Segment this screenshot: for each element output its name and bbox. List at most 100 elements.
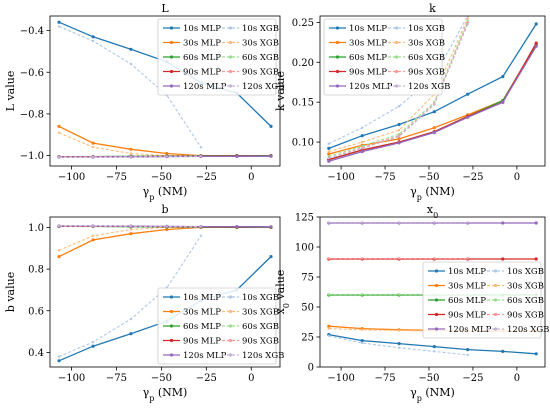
chart-title: k [429,2,436,15]
data-point [361,257,364,260]
legend-label: 10s XGB [507,267,544,277]
data-point [327,334,330,337]
plot-frame [319,216,546,368]
y-tick-label: −0.6 [20,68,44,79]
legend-label: 10s XGB [242,24,279,34]
x-axis-label: γp (NM) [410,386,455,403]
chart-panel-3: −100 −75 −50 −25 0 0.4 0.6 0.8 1.0 b b value γp (NM… [4,203,284,403]
y-tick-label: 0.20 [292,58,314,69]
data-point [57,224,61,228]
x-tick-label: −25 [462,172,483,183]
legend-marker [394,55,399,59]
legend-label: 90s MLP [183,337,221,347]
legend-label: 30s XGB [408,39,445,49]
data-point [129,47,133,51]
data-point [361,221,364,224]
data-point [327,324,331,328]
legend-label: 120s XGB [242,82,284,92]
legend-label: 120s MLP [448,325,492,335]
data-point [199,225,203,228]
y-tick-label: 0.6 [28,306,44,317]
plot-frame [319,15,546,167]
data-point [361,328,364,331]
legend-marker [169,295,174,299]
y-axis-label-main: k value [274,71,287,111]
chart-title-main: L [161,2,169,15]
data-point [361,126,364,129]
chart-title-main: k [429,2,436,15]
data-point [129,152,133,155]
data-point [432,345,436,349]
data-point [91,35,95,39]
data-point [165,227,169,232]
legend-marker [493,327,498,331]
legend-marker [228,55,233,59]
legend-label: 90s MLP [183,68,221,78]
x-axis-label-unit: (NM) [422,386,455,399]
legend-label: 120s XGB [408,82,450,92]
legend-marker [394,69,399,74]
legend-label: 10s MLP [183,293,221,303]
legend-marker [169,324,174,328]
data-point [433,221,436,224]
data-point [57,249,61,252]
x-tick-label: −50 [418,373,439,384]
x-axis-label-unit: (NM) [422,185,455,198]
legend-box [157,287,277,365]
chart-title-main: b [161,203,168,216]
data-point [501,221,505,225]
legend-label: 120s MLP [183,82,227,92]
legend-marker [228,353,233,357]
legend-marker [434,327,439,331]
data-point [57,20,61,24]
legend-label: 30s XGB [242,308,279,318]
x-axis-label-sub: p [149,394,154,403]
data-point [466,22,469,26]
legend-label: 10s XGB [408,24,445,34]
legend-label: 30s MLP [448,282,486,292]
chart-title: x0 [427,203,438,220]
x-tick-label: −75 [374,172,395,183]
data-point [397,329,401,332]
data-point [466,257,469,260]
legend-label: 10s MLP [448,267,486,277]
legend-marker [169,40,174,45]
data-point [534,257,538,261]
data-point [57,124,61,128]
x-axis-label-sub: p [417,394,422,403]
data-point [397,221,401,224]
legend-marker [169,338,174,343]
x-axis-label-sub: p [417,193,422,202]
legend-label: 60s XGB [242,53,279,63]
data-point [327,327,330,330]
data-point [327,152,331,156]
legend: 10s MLP 10s XGB 30s MLP 30s XGB 60s MLP 60s X… [323,18,450,96]
data-point [433,257,436,260]
legend-label: 90s XGB [242,68,279,78]
series-group [327,16,538,163]
legend-marker [228,338,233,343]
data-point [129,147,133,151]
legend-marker [228,69,233,74]
data-point [397,293,401,296]
legend-label: 60s MLP [349,53,387,63]
legend-label: 60s MLP [183,322,221,332]
legend-marker [394,84,399,88]
data-point [327,257,330,260]
series-line [328,23,469,159]
y-tick-label: 0.25 [292,18,314,29]
y-axis-label-main: L value [4,71,17,112]
data-point [501,75,505,79]
data-point [235,225,239,229]
data-point [432,110,436,114]
y-axis-label: L value [4,71,17,112]
data-point [91,340,95,344]
data-point [91,238,95,242]
data-point [361,293,364,296]
y-axis-label-unit: value [274,270,287,303]
series-line [58,226,271,258]
x-axis-label-unit: (NM) [154,185,187,198]
y-tick-label: 25 [301,333,314,344]
data-point [57,25,61,28]
